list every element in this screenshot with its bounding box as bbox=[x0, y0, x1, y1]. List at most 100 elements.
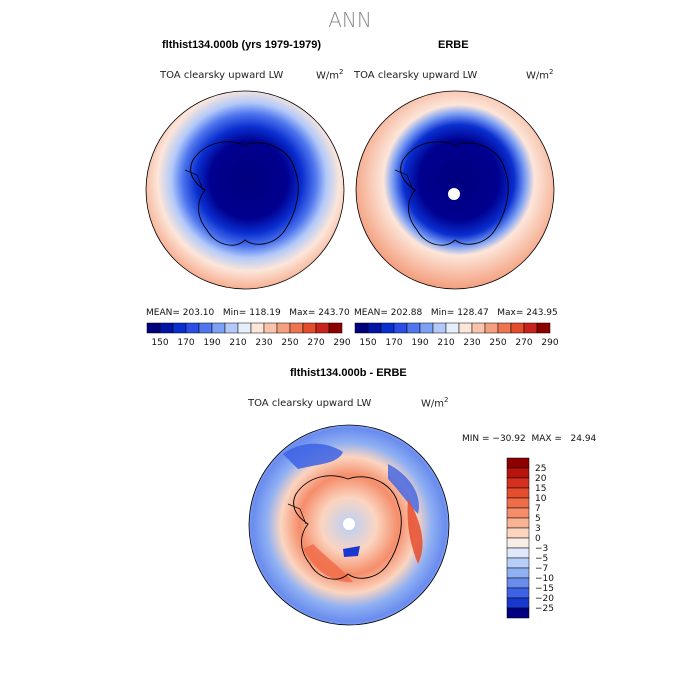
colorbar-tick-label: 170 bbox=[177, 338, 194, 348]
panel3-variable: TOA clearsky upward LW bbox=[248, 398, 372, 409]
map-model bbox=[145, 90, 345, 290]
colorbar-swatch bbox=[328, 322, 343, 334]
map-erbe bbox=[355, 90, 555, 290]
colorbar-swatch bbox=[237, 322, 252, 334]
colorbar-tick-label: 15 bbox=[535, 484, 546, 494]
colorbar-swatch bbox=[263, 322, 278, 334]
colorbar-swatch bbox=[406, 322, 421, 334]
colorbar-swatch bbox=[506, 527, 530, 539]
diff-map-svg bbox=[248, 424, 450, 626]
colorbar-swatch bbox=[471, 322, 486, 334]
colorbar-swatch bbox=[497, 322, 512, 334]
map-difference bbox=[248, 424, 450, 626]
colorbar-swatch bbox=[506, 577, 530, 589]
colorbar-swatch bbox=[445, 322, 460, 334]
colorbar-tick-label: −15 bbox=[535, 584, 554, 594]
colorbar-tick-label: −20 bbox=[535, 594, 554, 604]
colorbar-tick-label: 20 bbox=[535, 474, 547, 484]
panel3-units: W/m2 bbox=[421, 396, 449, 410]
panel3-stats: MIN = −30.92 MAX = 24.94 bbox=[462, 434, 597, 444]
colorbar-swatch bbox=[506, 487, 530, 499]
colorbar-swatch bbox=[458, 322, 473, 334]
colorbar-swatch bbox=[506, 517, 530, 529]
colorbar-swatch bbox=[506, 587, 530, 599]
colorbar-swatch bbox=[506, 537, 530, 549]
colorbar-tick-label: 190 bbox=[411, 338, 428, 348]
colorbar-swatch bbox=[506, 557, 530, 569]
pole-hole bbox=[343, 518, 355, 530]
colorbar-tick-label: 25 bbox=[535, 464, 546, 474]
colorbar-swatch bbox=[211, 322, 226, 334]
abs-colorbars-svg: 150 170 190 210 230 250 270 290 150 170 190 210 230… bbox=[146, 322, 559, 348]
panel2-variable: TOA clearsky upward LW bbox=[354, 70, 478, 81]
colorbar-tick-label: 190 bbox=[203, 338, 220, 348]
coastline bbox=[400, 141, 509, 246]
colorbar-swatch bbox=[302, 322, 317, 334]
coastline bbox=[190, 141, 299, 246]
colorbar-swatch bbox=[250, 322, 265, 334]
colorbar-swatch bbox=[510, 322, 525, 334]
panel1-units: W/m2 bbox=[316, 68, 344, 82]
colorbar-erbe: 150 170 190 210 230 250 270 290 bbox=[354, 322, 559, 348]
colorbar-swatch bbox=[523, 322, 538, 334]
colorbar-swatch bbox=[506, 567, 530, 579]
colorbar-swatch bbox=[367, 322, 382, 334]
colorbar-swatch bbox=[506, 507, 530, 519]
colorbar-swatch bbox=[536, 322, 551, 334]
colorbar-swatch bbox=[172, 322, 187, 334]
colorbar-tick-label: 290 bbox=[333, 338, 350, 348]
colorbar-swatch bbox=[146, 322, 161, 334]
panel1-title: flthist134.000b (yrs 1979-1979) bbox=[162, 39, 321, 51]
colorbar-tick-label: 170 bbox=[385, 338, 402, 348]
panel3-title: flthist134.000b - ERBE bbox=[290, 367, 407, 379]
top-maps-svg bbox=[145, 90, 555, 290]
panel1-stats: MEAN= 203.10 Min= 118.19 Max= 243.70 bbox=[146, 308, 350, 318]
colorbar-tick-label: 10 bbox=[535, 494, 547, 504]
colorbar-swatch bbox=[315, 322, 330, 334]
colorbar-swatch bbox=[419, 322, 434, 334]
colorbar-model: 150 170 190 210 230 250 270 290 bbox=[146, 322, 351, 348]
colorbar-tick-label: −7 bbox=[535, 564, 548, 574]
colorbar-tick-label: 0 bbox=[535, 534, 541, 544]
colorbar-tick-label: −25 bbox=[535, 604, 554, 614]
colorbar-swatch bbox=[354, 322, 369, 334]
colorbar-tick-label: 250 bbox=[281, 338, 298, 348]
colorbar-tick-label: 270 bbox=[307, 338, 324, 348]
colorbar-tick-label: 230 bbox=[255, 338, 272, 348]
colorbar-tick-label: 210 bbox=[229, 338, 246, 348]
colorbar-swatch bbox=[506, 497, 530, 509]
colorbar-swatch bbox=[484, 322, 499, 334]
pole-hole bbox=[448, 188, 460, 200]
panel2-units: W/m2 bbox=[526, 68, 554, 82]
colorbar-swatch bbox=[276, 322, 291, 334]
colorbar-tick-label: 210 bbox=[437, 338, 454, 348]
colorbar-swatch bbox=[393, 322, 408, 334]
colorbar-tick-label: 5 bbox=[535, 514, 541, 524]
colorbar-tick-label: −10 bbox=[535, 574, 554, 584]
colorbar-tick-label: −3 bbox=[535, 544, 548, 554]
coastline bbox=[293, 475, 402, 580]
colorbar-swatch bbox=[198, 322, 213, 334]
colorbar-swatch bbox=[506, 547, 530, 559]
colorbar-tick-label: 290 bbox=[541, 338, 558, 348]
colorbar-tick-label: 7 bbox=[535, 504, 541, 514]
colorbar-swatch bbox=[506, 457, 530, 469]
colorbar-tick-label: 150 bbox=[359, 338, 376, 348]
colorbar-swatch bbox=[289, 322, 304, 334]
colorbar-swatch bbox=[159, 322, 174, 334]
panel2-title: ERBE bbox=[438, 39, 469, 51]
colorbar-swatch bbox=[506, 467, 530, 479]
panel2-stats: MEAN= 202.88 Min= 128.47 Max= 243.95 bbox=[354, 308, 558, 318]
colorbar-swatch bbox=[506, 477, 530, 489]
colorbar-swatch bbox=[432, 322, 447, 334]
colorbar-swatch bbox=[380, 322, 395, 334]
colorbar-swatch bbox=[224, 322, 239, 334]
colorbar-swatch bbox=[185, 322, 200, 334]
colorbar-tick-label: 270 bbox=[515, 338, 532, 348]
colorbar-tick-label: 150 bbox=[151, 338, 168, 348]
figure-title: ANN bbox=[328, 8, 372, 32]
colorbar-tick-label: 3 bbox=[535, 524, 541, 534]
panel1-variable: TOA clearsky upward LW bbox=[160, 70, 284, 81]
